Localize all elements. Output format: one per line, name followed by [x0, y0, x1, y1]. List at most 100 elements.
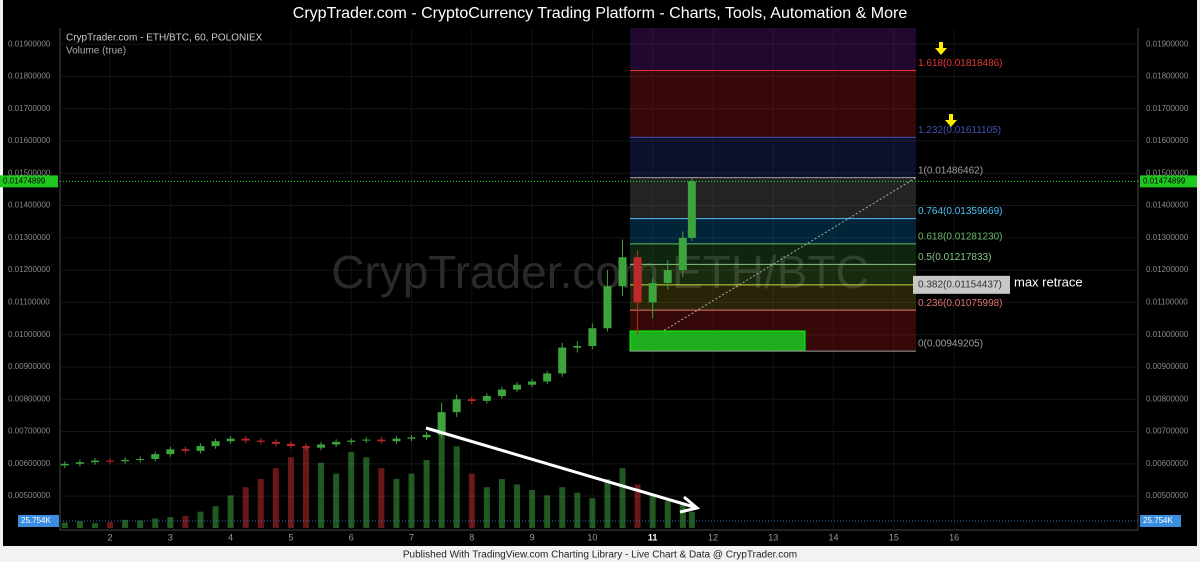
volume-bar — [167, 517, 174, 528]
y-tick-label: 0.01200000 — [8, 265, 51, 274]
y-tick-label-right: 0.01100000 — [1146, 298, 1188, 307]
y-tick-label: 0.01300000 — [8, 233, 51, 242]
fib-zone — [630, 70, 916, 138]
fib-label: 0.236(0.01075998) — [918, 298, 1003, 309]
volume-bar — [287, 457, 294, 528]
candle-body — [332, 441, 341, 445]
x-tick-label: 6 — [349, 532, 354, 542]
x-tick-label: 11 — [648, 532, 658, 542]
y-tick-label-right: 0.00700000 — [1146, 427, 1189, 436]
y-tick-label-right: 0.00500000 — [1146, 491, 1189, 500]
candle-body — [226, 438, 235, 442]
volume-last-box — [18, 514, 59, 527]
candle-body — [362, 439, 371, 441]
candle-body — [407, 437, 416, 439]
y-tick-label-right: 0.01200000 — [1146, 265, 1189, 274]
x-tick-label: 10 — [587, 532, 597, 542]
y-tick-label-right: 0.01600000 — [1146, 136, 1189, 145]
volume-bar — [107, 522, 114, 528]
banner-title: CrypTrader.com - CryptoCurrency Trading … — [293, 5, 908, 22]
candle-body — [573, 345, 582, 348]
y-tick-label-right: 0.01700000 — [1146, 104, 1189, 113]
chart-bg — [3, 0, 1197, 546]
fib-label: 0.764(0.01359669) — [918, 206, 1003, 217]
fib-label: 0.618(0.01281230) — [918, 232, 1003, 243]
fib-zone — [630, 264, 916, 285]
candle-body — [422, 434, 431, 438]
fib-label: 0.382(0.01154437) — [918, 279, 1002, 290]
volume-bar — [152, 518, 159, 528]
fib-zone — [630, 218, 916, 244]
volume-bar — [393, 479, 400, 528]
volume-last-box-right — [1140, 514, 1181, 527]
last-price-label: 0.01474899 — [3, 176, 46, 185]
y-tick-label: 0.00600000 — [8, 459, 51, 468]
y-tick-label-right: 0.00900000 — [1146, 362, 1189, 371]
volume-bar — [544, 495, 551, 528]
x-tick-label: 8 — [469, 532, 474, 542]
highlight-box — [913, 275, 1010, 294]
volume-bar — [182, 515, 189, 528]
yellow-arrow — [945, 114, 957, 127]
volume-last-label: 25.754K — [21, 516, 51, 525]
fib-zone — [630, 284, 916, 311]
volume-bar — [302, 446, 309, 528]
volume-bar — [679, 503, 686, 528]
volume-bar — [498, 479, 505, 528]
candle-body — [241, 438, 250, 441]
volume-bar — [559, 487, 566, 528]
candle-body — [60, 463, 69, 466]
y-tick-label: 0.00800000 — [8, 394, 51, 403]
y-tick-label-right: 0.00800000 — [1146, 394, 1189, 403]
y-tick-label-right: 0.01900000 — [1146, 39, 1189, 48]
candle-body — [166, 449, 175, 455]
volume-bar — [604, 479, 611, 528]
fib-label: 0.5(0.01217833) — [918, 252, 991, 263]
candle-body — [633, 257, 642, 303]
volume-bar — [348, 451, 355, 528]
annotation: max retrace — [1014, 274, 1083, 289]
candle-body — [151, 454, 160, 459]
candle-body — [256, 440, 265, 442]
volume-bar — [649, 495, 656, 528]
candle-body — [648, 283, 657, 303]
candle-body — [75, 462, 84, 464]
x-tick-label: 13 — [768, 532, 778, 542]
x-tick-label: 2 — [108, 532, 113, 542]
volume-bar — [688, 511, 695, 528]
volume-bar — [634, 484, 641, 528]
y-tick-label: 0.01700000 — [8, 104, 51, 113]
candle-body — [181, 449, 190, 451]
last-price-box — [0, 175, 58, 188]
volume-bar — [363, 457, 370, 528]
volume-bar — [423, 460, 430, 528]
x-tick-label: 4 — [228, 532, 233, 542]
fib-zone — [630, 243, 916, 265]
volume-bar — [468, 473, 475, 528]
candle-body — [392, 438, 401, 442]
candle-body — [106, 460, 115, 462]
chart-subtitle: Volume (true) — [66, 46, 126, 57]
candle-body — [452, 399, 461, 413]
candle-body — [196, 446, 205, 451]
y-tick-label-right: 0.01400000 — [1146, 201, 1189, 210]
volume-bar — [91, 523, 98, 528]
candle-body — [347, 440, 356, 442]
volume-bar — [619, 468, 626, 528]
x-tick-label: 16 — [949, 532, 959, 542]
x-tick-label: 3 — [168, 532, 173, 542]
y-tick-label: 0.01500000 — [8, 168, 51, 177]
candle-body — [271, 441, 280, 444]
candle-body — [211, 441, 220, 447]
y-tick-label: 0.01400000 — [8, 201, 51, 210]
volume-bar — [589, 498, 596, 528]
x-tick-label: 14 — [829, 532, 839, 542]
y-tick-label-right: 0.01500000 — [1146, 168, 1189, 177]
volume-last-label-right: 25.754K — [1143, 516, 1173, 525]
candle-body — [136, 458, 145, 460]
x-tick-label: 12 — [708, 532, 718, 542]
candle-body — [513, 384, 522, 390]
candle-body — [90, 460, 99, 463]
volume-bar — [76, 521, 83, 528]
volume-bar — [408, 473, 415, 528]
